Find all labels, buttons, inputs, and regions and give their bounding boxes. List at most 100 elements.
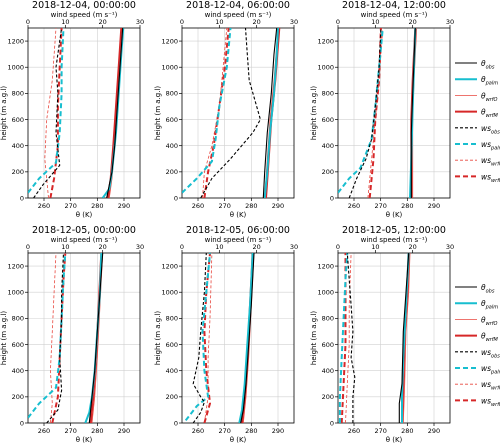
plot-frame [181,252,295,424]
y-tick-label: 800 [166,315,178,323]
series-line-theta-wrfM [107,28,123,198]
y-tick-label: 200 [12,168,24,176]
series-line-wspalm [28,253,67,419]
series-line-wspalm [182,28,232,194]
series-line-wswrfM [203,28,230,198]
y-tick-label: 200 [166,393,178,401]
legend-2: θobsθpalmθwrfOθwrfMwsobswspalmwswrfOwswr… [455,283,500,408]
y-tick-label: 600 [322,341,334,349]
ws-tick-label: 30 [290,18,298,26]
chart-title: 2018-12-04, 00:00:00 [32,0,136,11]
chart-panel-6: 260 270 280 290 0 10 20 30 0 200 400 600 800 1000 1200… [310,225,454,444]
top-axis-label: wind speed (m s⁻¹) [361,11,428,19]
ws-tick-label: 0 [26,243,30,251]
legend-label-base: ws [481,140,491,149]
y-tick-label: 200 [322,168,334,176]
chart-panel-2: 260 270 280 290 0 10 20 30 0 200 400 600 800 1000 1200… [154,0,298,219]
chart-title: 2018-12-05, 12:00:00 [342,225,446,236]
legend-label-sub: palm [485,81,499,87]
x-tick-label: 280 [245,427,257,435]
x-tick-label: 280 [91,427,103,435]
series-line-wspalm [184,253,211,422]
x-tick-label: 270 [218,202,230,210]
y-axis-label: height (m a.g.l) [0,86,8,140]
ws-tick-label: 0 [336,243,340,251]
x-axis-label: θ (K) [230,436,247,444]
x-tick-label: 270 [374,427,386,435]
chart-panel-4: 260 270 280 290 0 10 20 30 0 200 400 600 800 1000 1200… [0,225,144,444]
plot-frame [27,252,141,424]
series-line-theta-obs [106,28,124,198]
legend-label: wswrfM [481,396,500,408]
series-line-theta-wrfO [402,253,411,423]
chart-title: 2018-12-04, 06:00:00 [186,0,290,11]
y-tick-label: 600 [12,341,24,349]
y-tick-label: 1000 [317,289,334,297]
x-tick-label: 270 [374,202,386,210]
y-axis-label: height (m a.g.l) [310,311,318,365]
ws-tick-label: 20 [253,243,261,251]
ws-tick-label: 0 [180,18,184,26]
ws-tick-label: 20 [409,243,417,251]
y-tick-label: 1000 [7,64,24,72]
plot-frame [337,252,451,424]
y-tick-label: 0 [330,419,334,427]
x-axis-label: θ (K) [76,211,93,219]
series-line-wswrfM [49,28,63,198]
legend-label: θwrfM [481,108,498,120]
series-line-theta-obs [240,253,255,423]
series-line-theta-obs [398,253,410,423]
legend-label-sub: wrfO [486,97,498,103]
legend-label-base: ws [481,396,491,405]
legend-label-base: θ [481,315,486,324]
y-tick-label: 400 [322,367,334,375]
legend-label-base: θ [481,91,486,100]
legend-1: θobsθpalmθwrfOθwrfMwsobswspalmwswrfOwswr… [455,59,500,184]
x-tick-label: 280 [245,202,257,210]
x-tick-label: 270 [218,427,230,435]
top-axis-label: wind speed (m s⁻¹) [361,236,428,244]
y-tick-label: 1000 [7,289,24,297]
x-tick-label: 260 [348,427,360,435]
series-line-theta-palm [238,253,254,423]
legend-label: θobs [481,59,495,71]
y-axis-label: height (m a.g.l) [154,86,162,140]
legend-label-base: θ [481,332,486,341]
y-tick-label: 800 [166,90,178,98]
legend-label: wswrfO [481,380,500,392]
x-axis-label: θ (K) [386,436,403,444]
y-tick-label: 200 [322,393,334,401]
x-tick-label: 260 [192,427,204,435]
series-line-wswrfO [202,28,228,198]
x-tick-label: 280 [91,202,103,210]
legend-label-sub: obs [486,65,495,71]
legend-label-base: ws [481,124,491,133]
x-tick-label: 290 [272,202,284,210]
plot-frame [337,27,451,199]
x-tick-label: 270 [64,202,76,210]
legend-label: θobs [481,283,495,295]
legend-label-sub: obs [486,289,495,295]
legend-label-base: ws [481,364,491,373]
y-tick-label: 400 [12,142,24,150]
y-tick-label: 1200 [317,262,334,270]
series-line-theta-palm [401,253,410,423]
top-axis-label: wind speed (m s⁻¹) [51,11,118,19]
y-tick-label: 1000 [161,64,178,72]
legend-label: wsobs [481,348,500,360]
legend-label: θwrfM [481,332,498,344]
top-axis-label: wind speed (m s⁻¹) [205,11,272,19]
legend-label: θpalm [481,75,498,87]
y-tick-label: 800 [12,315,24,323]
y-tick-label: 600 [166,116,178,124]
ws-tick-label: 20 [99,18,107,26]
y-tick-label: 600 [166,341,178,349]
x-tick-label: 290 [118,427,130,435]
legend-label-sub: obs [491,129,500,135]
legend-label-sub: wrfM [486,113,499,119]
legend-label-sub: palm [490,370,500,376]
y-tick-label: 1200 [7,262,24,270]
x-tick-label: 290 [428,202,440,210]
legend-label: θwrfO [481,91,497,103]
y-tick-label: 600 [322,116,334,124]
